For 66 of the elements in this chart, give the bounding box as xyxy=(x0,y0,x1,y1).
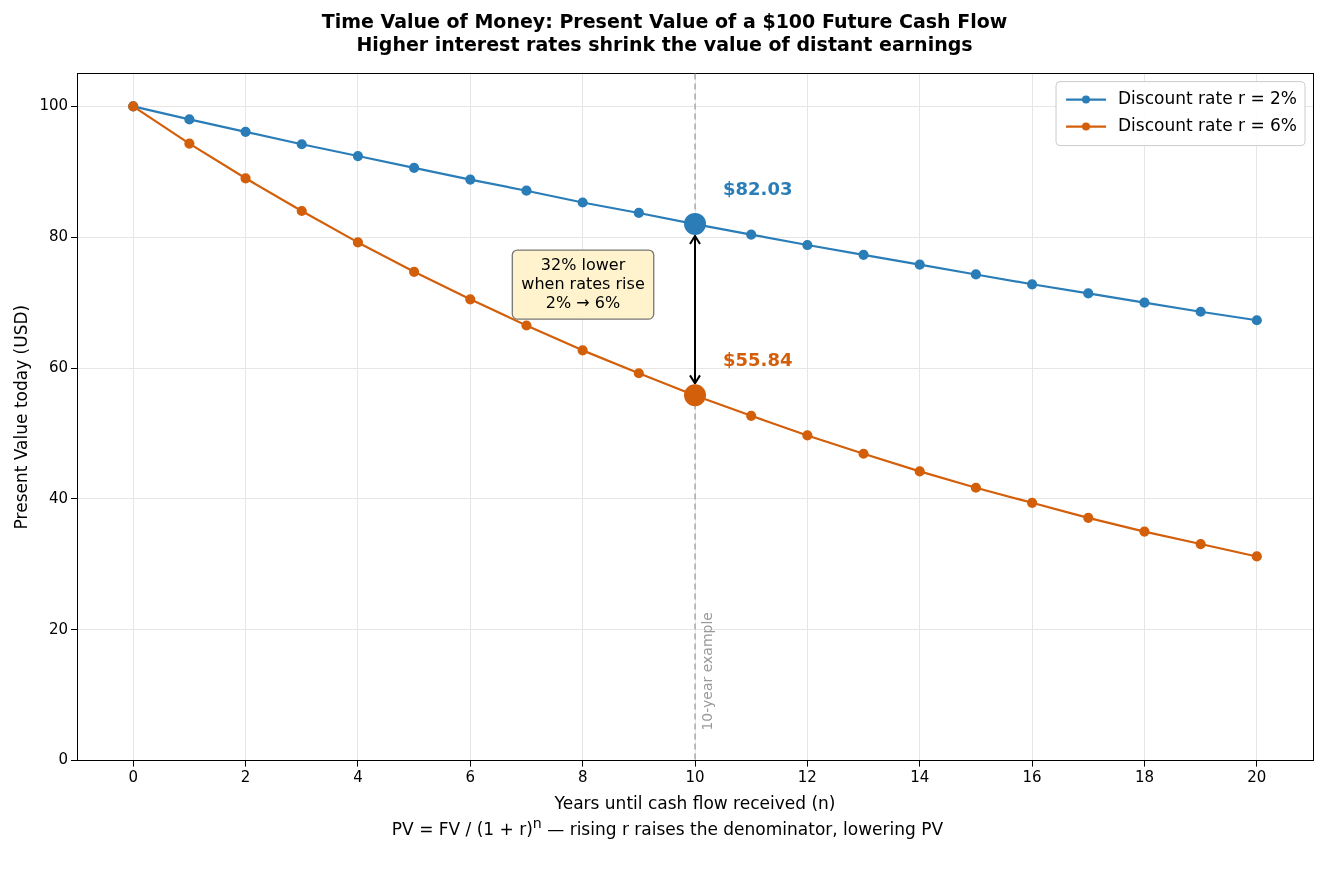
chart-title: Time Value of Money: Present Value of a $100 Future Cash Flow xyxy=(321,10,1008,33)
point xyxy=(802,239,813,251)
x-tick-label: 10 xyxy=(685,768,705,787)
y-tick-label: 20 xyxy=(48,619,69,638)
point xyxy=(577,197,588,208)
point xyxy=(184,114,195,125)
x-tick-label: 16 xyxy=(1022,768,1042,787)
x-tick-label: 6 xyxy=(465,768,476,787)
x-tick-label: 0 xyxy=(128,768,138,787)
point xyxy=(577,345,588,356)
point xyxy=(1251,315,1262,326)
point xyxy=(858,448,869,459)
point xyxy=(1027,279,1038,290)
point xyxy=(633,368,644,379)
point xyxy=(1195,306,1206,317)
point xyxy=(970,269,982,280)
y-tick-label: 60 xyxy=(48,357,69,376)
point xyxy=(858,249,869,260)
point xyxy=(633,207,644,219)
y-tick-label: 80 xyxy=(48,227,69,246)
point xyxy=(1027,497,1038,508)
point xyxy=(914,466,925,477)
y-tick-label: 40 xyxy=(48,488,69,507)
x-tick-label: 18 xyxy=(1134,768,1155,787)
annotation: $55.84 xyxy=(723,348,793,370)
point xyxy=(746,410,757,421)
point xyxy=(296,139,307,150)
legend-label: Discount rate r = 2% xyxy=(1118,88,1297,109)
point xyxy=(465,294,476,305)
point xyxy=(1195,538,1206,550)
ref-line-label: 10-year example xyxy=(698,612,715,731)
chart-subtitle: Higher interest rates shrink the value of distant earnings xyxy=(356,33,973,56)
x-tick-label: 20 xyxy=(1247,768,1267,787)
point xyxy=(914,259,925,270)
point xyxy=(1083,512,1094,523)
y-tick-label: 0 xyxy=(58,750,69,769)
point xyxy=(1139,526,1150,537)
legend-label: Discount rate r = 6% xyxy=(1118,115,1297,136)
point xyxy=(240,126,251,137)
x-axis-title: Years until cash flow received (n) xyxy=(553,793,836,814)
point xyxy=(296,205,307,217)
text: PV = FV / (1 + r)$^{n}$ — rising r raises the denominator, lowering PV xyxy=(390,815,945,839)
point xyxy=(970,482,982,493)
x-tick-label: 8 xyxy=(577,768,588,787)
point xyxy=(1139,297,1150,308)
annotation: $82.03 xyxy=(723,177,793,199)
point xyxy=(746,229,757,240)
point xyxy=(352,150,364,162)
x-tick-label: 2 xyxy=(240,768,251,787)
y-tick-label: 100 xyxy=(39,96,69,115)
annotation: 32% lower when rates rise 2% → 6% xyxy=(521,255,645,313)
point xyxy=(521,320,532,331)
point xyxy=(465,174,476,185)
point xyxy=(1251,551,1262,562)
point xyxy=(184,138,195,149)
point xyxy=(240,173,251,184)
point xyxy=(802,430,813,441)
point xyxy=(409,162,420,173)
point xyxy=(1083,288,1094,299)
y-axis-title: Present Value today (USD) xyxy=(10,304,31,530)
point xyxy=(521,185,532,196)
x-tick-label: 14 xyxy=(910,768,930,787)
point xyxy=(352,237,364,248)
x-tick-label: 12 xyxy=(797,768,817,787)
point xyxy=(409,266,420,277)
x-tick-label: 4 xyxy=(353,768,363,787)
